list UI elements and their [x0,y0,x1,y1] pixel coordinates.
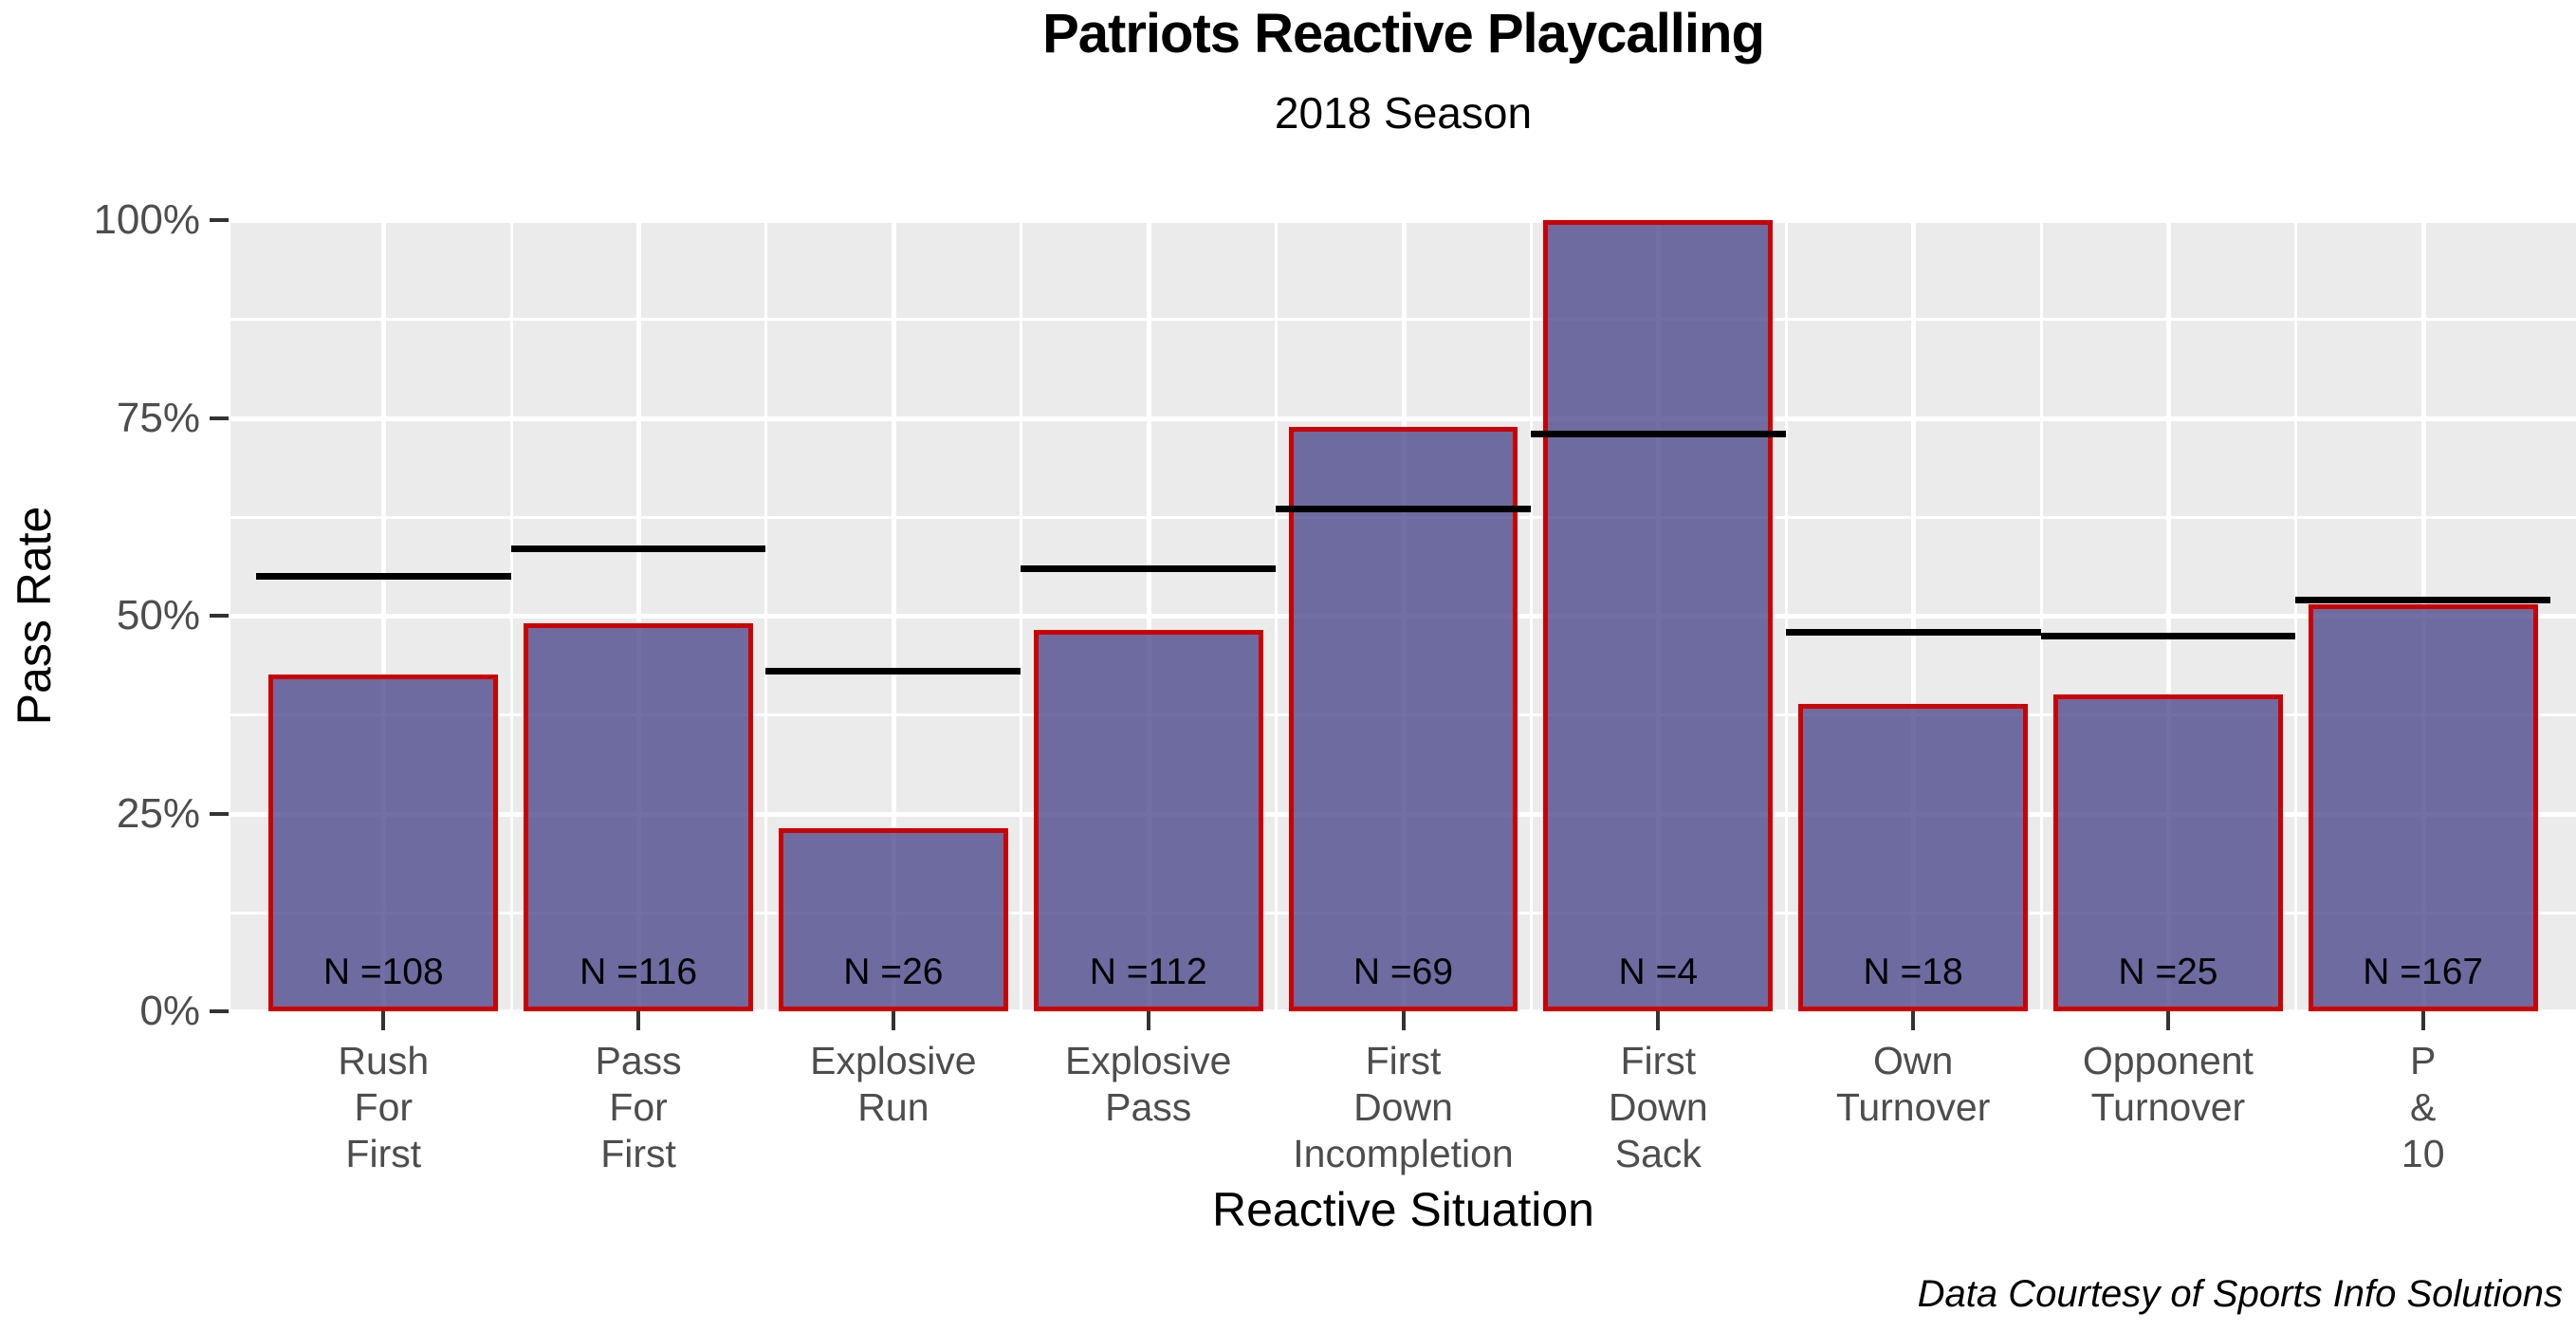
pass-rate-bar: N =167 [2308,603,2538,1011]
pass-rate-bar: N =69 [1288,426,1518,1011]
pass-rate-bar: N =4 [1543,220,1774,1011]
pass-rate-bar: N =18 [1798,703,2029,1011]
x-major-gridline [636,220,642,1011]
x-major-gridline [1146,220,1151,1011]
x-major-gridline [2165,220,2171,1011]
x-minor-gridline [764,220,768,1011]
y-tick-label: 75% [116,394,200,441]
y-tick-mark [210,218,229,222]
sample-size-label: N =112 [1089,952,1207,992]
x-tick-label: Rush For First [338,1039,430,1175]
sample-size-label: N =18 [1863,952,1963,992]
x-tick-mark [381,1011,386,1030]
x-tick-label: Opponent Turnover [2082,1039,2254,1129]
pass-rate-bar: N =116 [524,622,754,1011]
x-tick-label: Explosive Run [810,1039,977,1129]
x-tick-mark [1401,1011,1406,1030]
x-tick-mark [1911,1011,1916,1030]
reference-line [2040,632,2296,639]
x-tick-mark [891,1011,895,1030]
reference-line [765,668,1021,675]
x-tick-mark [1656,1011,1661,1030]
x-tick-label: First Down Incompletion [1293,1039,1514,1175]
sample-size-label: N =25 [2118,952,2218,992]
x-minor-gridline [1529,220,1533,1011]
x-tick-mark [636,1011,641,1030]
y-tick-label: 25% [116,789,200,837]
reference-line [1276,506,1531,513]
x-tick-mark [2165,1011,2170,1030]
reference-line [1530,431,1786,438]
pass-rate-bar: N =108 [268,674,499,1011]
sample-size-label: N =116 [580,952,698,992]
reference-line [255,573,511,581]
y-tick-mark [210,811,229,816]
x-axis-title: Reactive Situation [1211,1183,1594,1236]
x-minor-gridline [1020,220,1023,1011]
reference-line [1021,564,1277,572]
sample-size-label: N =167 [2363,952,2484,992]
x-tick-mark [2420,1011,2425,1030]
x-major-gridline [381,220,387,1011]
pass-rate-bar: N =26 [778,828,1008,1011]
chart-title: Patriots Reactive Playcalling [1042,3,1765,65]
x-tick-label: P & 10 [2401,1039,2445,1175]
reference-line [510,545,766,553]
y-tick-mark [210,614,229,618]
caption: Data Courtesy of Sports Info Solutions [1917,1273,2563,1315]
x-tick-mark [1146,1011,1150,1030]
x-major-gridline [891,220,896,1011]
y-tick-mark [210,1009,229,1013]
y-tick-mark [210,416,229,420]
y-tick-label: 50% [116,592,200,638]
x-tick-label: First Down Sack [1608,1039,1708,1175]
y-tick-label: 100% [93,196,200,243]
x-tick-label: Explosive Pass [1064,1039,1232,1129]
x-minor-gridline [2039,220,2043,1011]
x-minor-gridline [2294,220,2298,1011]
pass-rate-bar: N =25 [2052,694,2283,1011]
x-tick-label: Own Turnover [1835,1039,1991,1129]
reference-line [2295,597,2551,604]
x-minor-gridline [1275,220,1279,1011]
reference-line [1785,628,2041,636]
x-minor-gridline [1784,220,1788,1011]
y-tick-label: 0% [139,988,200,1034]
sample-size-label: N =26 [843,952,944,992]
plot-panel: N =108 N =116 N =26 N =112 N =69 N =4 N =18 N =… [230,218,2576,1014]
x-major-gridline [1911,220,1917,1011]
x-tick-label: Pass For First [595,1039,682,1175]
sample-size-label: N =108 [322,952,444,992]
sample-size-label: N =4 [1618,952,1699,992]
chart-subtitle: 2018 Season [1274,88,1533,138]
pass-rate-bar: N =112 [1033,630,1263,1011]
sample-size-label: N =69 [1352,952,1454,992]
x-minor-gridline [509,220,513,1011]
